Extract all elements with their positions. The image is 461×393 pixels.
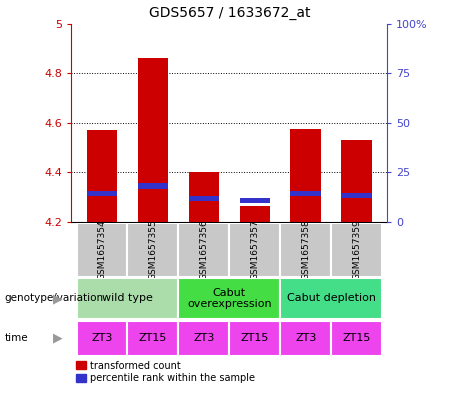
Text: ▶: ▶ bbox=[53, 332, 62, 345]
Bar bbox=[230, 321, 280, 356]
Text: Cabut depletion: Cabut depletion bbox=[287, 294, 376, 303]
Bar bbox=[230, 223, 280, 277]
Bar bbox=[128, 321, 178, 356]
Bar bbox=[280, 278, 382, 319]
Bar bbox=[178, 321, 230, 356]
Bar bbox=[240, 206, 270, 222]
Title: GDS5657 / 1633672_at: GDS5657 / 1633672_at bbox=[148, 6, 310, 20]
Bar bbox=[280, 321, 331, 356]
Bar bbox=[77, 321, 128, 356]
Bar bbox=[240, 198, 270, 204]
Bar bbox=[189, 195, 219, 201]
Text: GSM1657359: GSM1657359 bbox=[352, 220, 361, 280]
Text: ZT15: ZT15 bbox=[241, 333, 269, 343]
Bar bbox=[87, 191, 117, 196]
Bar bbox=[290, 129, 321, 222]
Bar bbox=[77, 278, 178, 319]
Text: GSM1657358: GSM1657358 bbox=[301, 220, 310, 280]
Bar bbox=[128, 223, 178, 277]
Bar bbox=[87, 130, 117, 222]
Text: ZT3: ZT3 bbox=[193, 333, 214, 343]
Bar bbox=[280, 223, 331, 277]
Text: Cabut
overexpression: Cabut overexpression bbox=[187, 288, 272, 309]
Bar bbox=[331, 223, 382, 277]
Text: wild type: wild type bbox=[102, 294, 153, 303]
Bar bbox=[138, 58, 168, 222]
Bar bbox=[178, 278, 280, 319]
Bar bbox=[290, 191, 321, 196]
Legend: transformed count, percentile rank within the sample: transformed count, percentile rank withi… bbox=[77, 360, 255, 383]
Bar bbox=[342, 140, 372, 222]
Text: time: time bbox=[5, 333, 28, 343]
Text: genotype/variation: genotype/variation bbox=[5, 294, 104, 303]
Bar bbox=[331, 321, 382, 356]
Text: GSM1657356: GSM1657356 bbox=[199, 220, 208, 280]
Text: ▶: ▶ bbox=[53, 292, 62, 305]
Bar bbox=[178, 223, 230, 277]
Text: ZT3: ZT3 bbox=[295, 333, 316, 343]
Text: ZT15: ZT15 bbox=[139, 333, 167, 343]
Text: GSM1657354: GSM1657354 bbox=[98, 220, 106, 280]
Text: ZT15: ZT15 bbox=[343, 333, 371, 343]
Bar bbox=[138, 183, 168, 189]
Bar bbox=[189, 173, 219, 222]
Text: GSM1657357: GSM1657357 bbox=[250, 220, 260, 280]
Bar bbox=[77, 223, 128, 277]
Text: ZT3: ZT3 bbox=[91, 333, 112, 343]
Bar bbox=[342, 193, 372, 198]
Text: GSM1657355: GSM1657355 bbox=[148, 220, 158, 280]
